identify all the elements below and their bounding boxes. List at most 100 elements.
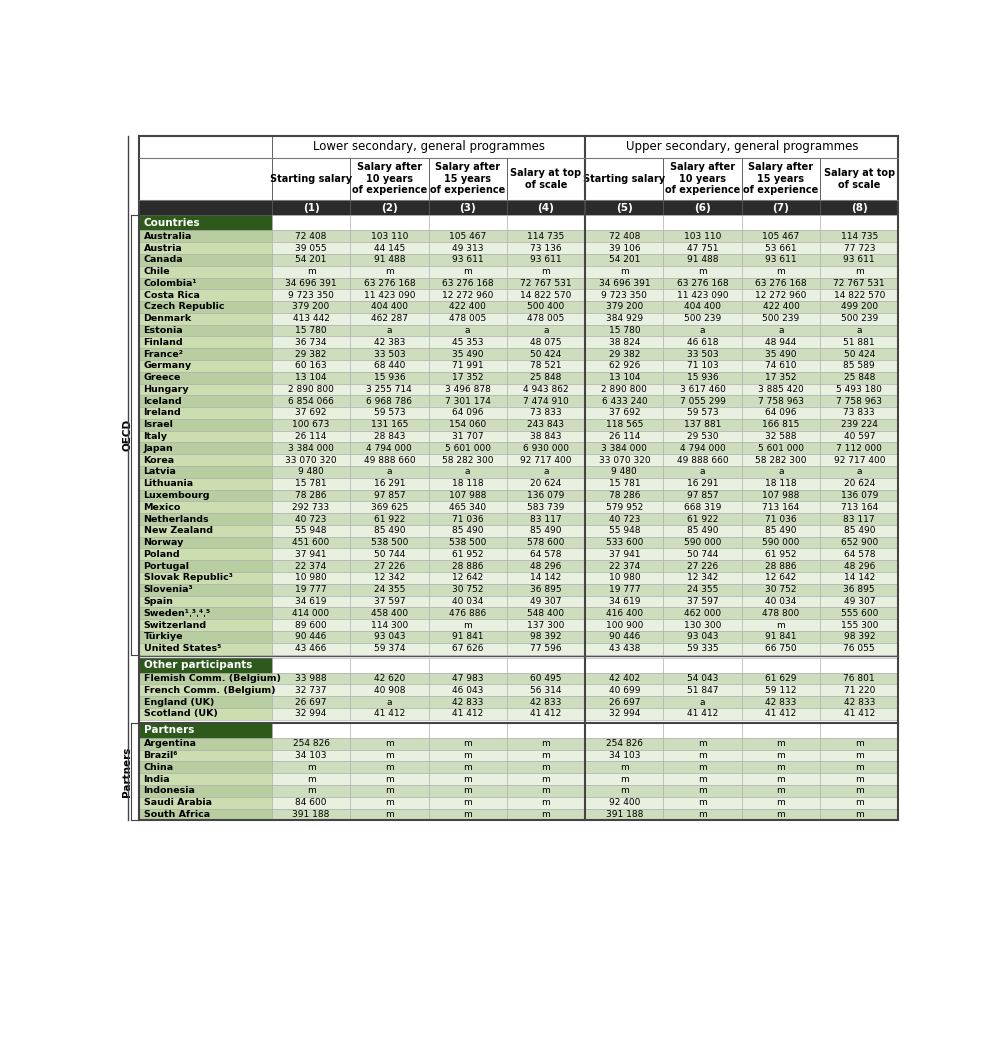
Bar — [139, 708, 272, 719]
Bar — [820, 708, 898, 719]
Text: 98 392: 98 392 — [844, 633, 875, 641]
Text: 2 890 800: 2 890 800 — [601, 385, 647, 394]
Bar — [585, 722, 663, 738]
Text: Flemish Comm. (Belgium): Flemish Comm. (Belgium) — [144, 674, 281, 683]
Bar — [139, 242, 272, 254]
Bar — [585, 808, 663, 821]
Text: 15 936: 15 936 — [687, 373, 718, 382]
Bar — [507, 242, 585, 254]
Text: m: m — [385, 739, 394, 749]
Bar — [429, 431, 507, 443]
Text: m: m — [463, 620, 472, 630]
Text: 41 412: 41 412 — [452, 709, 483, 718]
Bar — [272, 619, 350, 631]
Text: United States⁵: United States⁵ — [144, 644, 221, 654]
Bar — [429, 572, 507, 584]
Text: 37 597: 37 597 — [687, 597, 718, 606]
Bar — [663, 278, 742, 289]
Text: 97 857: 97 857 — [687, 491, 718, 500]
Bar — [429, 372, 507, 383]
Text: 71 991: 71 991 — [452, 361, 483, 371]
Bar — [820, 643, 898, 655]
Text: 12 642: 12 642 — [452, 573, 483, 583]
Text: 6 968 786: 6 968 786 — [366, 397, 412, 406]
Bar — [429, 643, 507, 655]
Text: 7 758 963: 7 758 963 — [758, 397, 804, 406]
Bar — [507, 708, 585, 719]
Bar — [585, 136, 898, 158]
Text: 18 118: 18 118 — [765, 479, 797, 489]
Text: 500 239: 500 239 — [684, 314, 721, 324]
Bar — [139, 289, 272, 301]
Text: Australia: Australia — [144, 232, 192, 241]
Bar — [272, 537, 350, 548]
Text: 379 200: 379 200 — [292, 303, 330, 311]
Bar — [585, 608, 663, 619]
Bar — [820, 419, 898, 431]
Text: 50 744: 50 744 — [374, 550, 405, 559]
Bar — [585, 231, 663, 242]
Text: 25 848: 25 848 — [530, 373, 562, 382]
Bar — [139, 525, 272, 537]
Text: 40 908: 40 908 — [374, 686, 405, 694]
Text: 44 145: 44 145 — [374, 243, 405, 253]
Text: 59 335: 59 335 — [687, 644, 718, 654]
Bar — [429, 561, 507, 572]
Bar — [742, 360, 820, 372]
Text: Germany: Germany — [144, 361, 192, 371]
Text: Mexico: Mexico — [144, 503, 181, 512]
Bar — [507, 608, 585, 619]
Text: 26 697: 26 697 — [295, 697, 327, 707]
Text: 78 286: 78 286 — [295, 491, 327, 500]
Text: 7 758 963: 7 758 963 — [836, 397, 882, 406]
Text: 15 936: 15 936 — [374, 373, 405, 382]
Bar — [585, 158, 663, 200]
Bar — [663, 443, 742, 454]
Bar — [820, 490, 898, 501]
Bar — [507, 658, 585, 672]
Bar — [139, 278, 272, 289]
Text: 422 400: 422 400 — [763, 303, 799, 311]
Bar — [742, 336, 820, 349]
Bar — [820, 360, 898, 372]
Bar — [507, 774, 585, 785]
Bar — [139, 360, 272, 372]
Bar — [139, 501, 272, 514]
Bar — [742, 797, 820, 808]
Text: Norway: Norway — [144, 538, 184, 547]
Text: 3 255 714: 3 255 714 — [366, 385, 412, 394]
Bar — [350, 313, 429, 325]
Bar — [429, 454, 507, 466]
Bar — [585, 478, 663, 490]
Text: m: m — [463, 786, 472, 796]
Bar — [350, 722, 429, 738]
Text: 49 888 660: 49 888 660 — [677, 455, 728, 465]
Bar — [585, 750, 663, 761]
Bar — [272, 490, 350, 501]
Text: 38 843: 38 843 — [530, 432, 562, 441]
Text: 10 980: 10 980 — [295, 573, 327, 583]
Bar — [742, 254, 820, 266]
Bar — [507, 584, 585, 595]
Bar — [139, 313, 272, 325]
Text: 25 848: 25 848 — [844, 373, 875, 382]
Bar — [139, 548, 272, 561]
Bar — [663, 419, 742, 431]
Text: 462 287: 462 287 — [371, 314, 408, 324]
Text: 55 948: 55 948 — [609, 526, 640, 536]
Text: 34 619: 34 619 — [295, 597, 327, 606]
Bar — [820, 501, 898, 514]
Bar — [429, 501, 507, 514]
Text: Estonia: Estonia — [144, 326, 183, 335]
Bar — [429, 419, 507, 431]
Text: 27 226: 27 226 — [374, 562, 405, 571]
Bar — [507, 231, 585, 242]
Bar — [350, 584, 429, 595]
Bar — [585, 584, 663, 595]
Text: 28 886: 28 886 — [765, 562, 797, 571]
Bar — [663, 200, 742, 215]
Text: 2 890 800: 2 890 800 — [288, 385, 334, 394]
Text: m: m — [542, 810, 550, 818]
Text: m: m — [777, 810, 785, 818]
Text: 292 733: 292 733 — [292, 503, 330, 512]
